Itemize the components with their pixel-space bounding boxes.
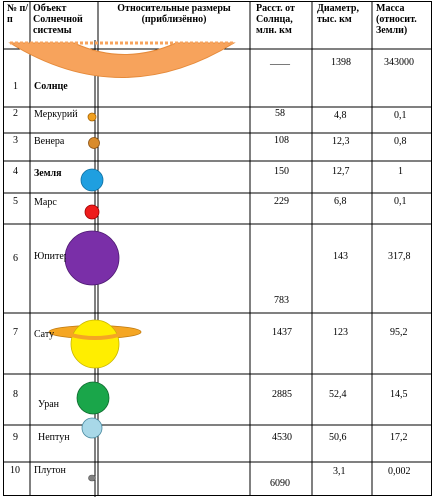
mercury-icon	[87, 112, 97, 122]
row-mass: 317,8	[388, 251, 411, 262]
row-mass: 0,002	[388, 466, 411, 477]
row-num: 9	[13, 432, 18, 443]
header-diameter: Диаметр, тыс. км	[317, 3, 359, 25]
row-distance: 4530	[272, 432, 292, 443]
row-name: Плутон	[34, 465, 66, 476]
row-num: 10	[10, 465, 20, 476]
row-name: Уран	[38, 399, 59, 410]
row-name: Венера	[34, 136, 65, 147]
row-name: Нептун	[38, 432, 70, 443]
row-mass: 343000	[384, 57, 414, 68]
row-name: Сатурн	[34, 329, 54, 340]
row-mass: 14,5	[390, 389, 408, 400]
row-num: 8	[13, 389, 18, 400]
uranus-icon	[76, 381, 110, 415]
row-name: Юпитер	[34, 251, 66, 262]
header-num: № п/п	[7, 3, 29, 25]
row-num: 2	[13, 108, 18, 119]
row-distance: 58	[275, 108, 285, 119]
table-grid	[3, 1, 432, 496]
row-diameter: 1398	[331, 57, 351, 68]
row-diameter: 123	[333, 327, 348, 338]
row-num: 4	[13, 166, 18, 177]
row-name: Марс	[34, 197, 57, 208]
jupiter-icon	[64, 230, 120, 286]
pluto-icon	[88, 474, 96, 482]
row-mass: 0,1	[394, 110, 407, 121]
row-diameter: 12,7	[332, 166, 350, 177]
row-num: 7	[13, 327, 18, 338]
row-name: Земля	[34, 168, 62, 179]
mars-icon	[84, 204, 100, 220]
saturn-icon	[48, 319, 142, 369]
row-mass: 0,8	[394, 136, 407, 147]
venus-icon	[88, 137, 100, 149]
row-mass: 17,2	[390, 432, 408, 443]
row-mass: 1	[398, 166, 403, 177]
row-mass: 0,1	[394, 196, 407, 207]
row-diameter: 12,3	[332, 136, 350, 147]
sun-arc	[8, 42, 236, 78]
row-distance: 150	[274, 166, 289, 177]
row-diameter: 4,8	[334, 110, 347, 121]
row-num: 1	[13, 81, 18, 92]
row-name: Меркурий	[34, 109, 78, 120]
row-distance: 108	[274, 135, 289, 146]
row-name: Солнце	[34, 81, 68, 92]
header-mass: Масса (относит. Земли)	[376, 3, 417, 36]
row-diameter: 6,8	[334, 196, 347, 207]
row-distance: 6090	[270, 478, 290, 489]
neptune-icon	[81, 417, 103, 439]
row-mass: 95,2	[390, 327, 408, 338]
row-diameter: 143	[333, 251, 348, 262]
header-distance: Расст. от Солнца, млн. км	[256, 3, 295, 36]
row-diameter: 52,4	[329, 389, 347, 400]
header-sizes: Относительные размеры (приблизённо)	[117, 3, 231, 25]
earth-icon	[80, 168, 104, 192]
row-num: 6	[13, 253, 18, 264]
header-object: Объект Солнечной системы	[33, 3, 83, 36]
row-num: 3	[13, 135, 18, 146]
row-distance: ____	[270, 55, 290, 66]
row-num: 5	[13, 196, 18, 207]
row-diameter: 3,1	[333, 466, 346, 477]
row-distance: 229	[274, 196, 289, 207]
row-diameter: 50,6	[329, 432, 347, 443]
row-distance: 2885	[272, 389, 292, 400]
row-distance: 1437	[272, 327, 292, 338]
row-distance: 783	[274, 295, 289, 306]
